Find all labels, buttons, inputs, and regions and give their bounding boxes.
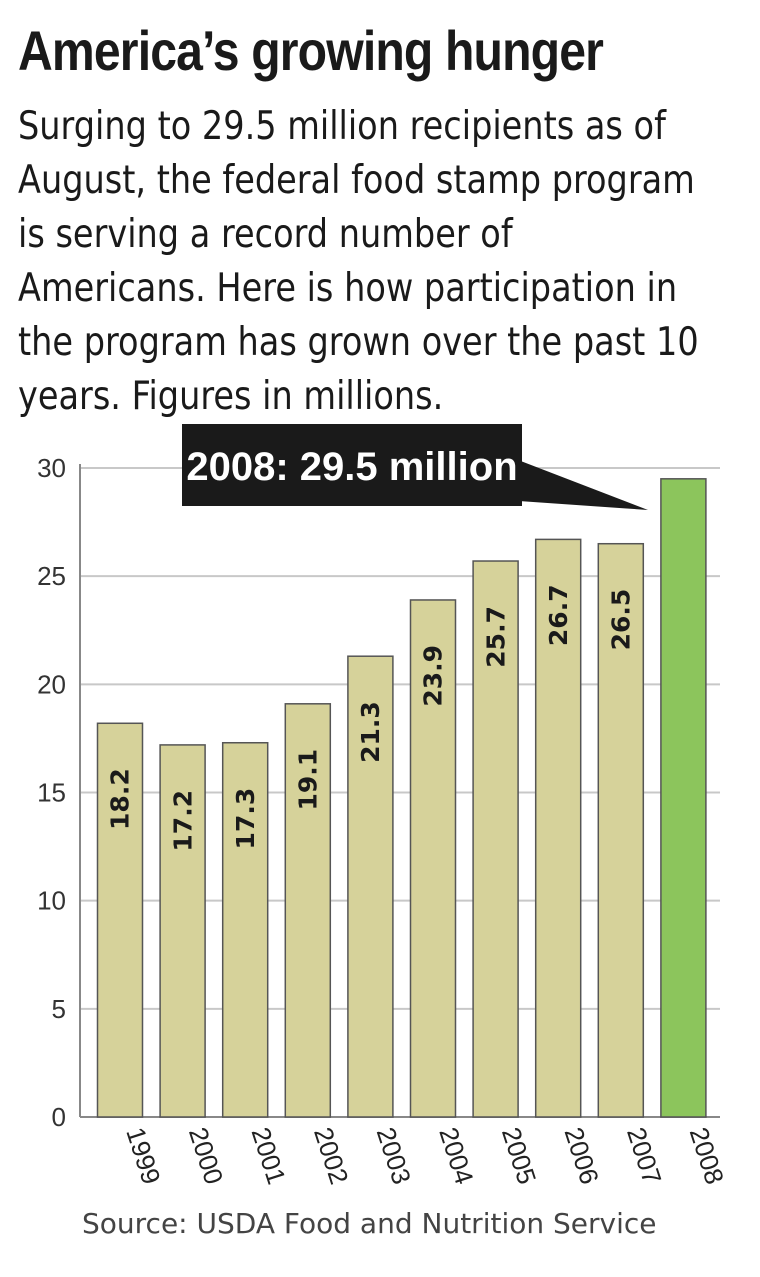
x-tick-label: 2004 (433, 1124, 479, 1188)
x-tick-label: 2001 (245, 1124, 291, 1188)
y-tick-label: 10 (37, 886, 66, 916)
bars: 18.2 17.2 17.3 19.1 21.3 23.9 25.7 26.7 26.5 (96, 478, 707, 1118)
data-label: 19.1 (294, 749, 323, 811)
chart-title: America’s growing hunger (18, 19, 604, 82)
data-label: 18.2 (106, 768, 135, 830)
data-label: 23.9 (419, 645, 448, 707)
data-label: 17.3 (231, 788, 260, 850)
data-label: 26.5 (607, 589, 636, 651)
y-tick-label: 25 (37, 561, 66, 591)
bar (347, 655, 394, 1118)
callout-text: 2008: 29.5 million (186, 445, 517, 489)
data-label: 17.2 (168, 790, 197, 852)
bar (534, 538, 582, 1118)
callout-box (182, 424, 522, 506)
x-axis-ticks: 1999 2000 2001 2002 2003 2004 2005 2006 2007 2008 (120, 1124, 730, 1188)
data-label: 26.7 (544, 584, 573, 646)
source-note: Source: USDA Food and Nutrition Service (82, 1207, 657, 1240)
x-tick-label: 2006 (558, 1124, 604, 1188)
bar (597, 542, 645, 1118)
bar (221, 741, 269, 1118)
y-tick-label: 20 (37, 669, 66, 699)
y-tick-label: 30 (37, 453, 66, 483)
x-tick-label: 2003 (371, 1124, 417, 1188)
x-tick-label: 2002 (308, 1124, 354, 1188)
data-label: 25.7 (481, 606, 510, 668)
y-tick-label: 15 (37, 778, 66, 808)
bar (284, 703, 332, 1118)
y-tick-label: 5 (52, 994, 66, 1024)
bar (159, 744, 206, 1118)
bar (409, 599, 457, 1118)
bar (96, 722, 144, 1118)
chart-subtitle: Surging to 29.5 million recipients as of… (18, 104, 699, 419)
x-tick-label: 2007 (621, 1124, 667, 1188)
x-tick-label: 2000 (183, 1124, 229, 1188)
y-axis-ticks: 0 5 10 15 20 25 30 (37, 453, 66, 1132)
bar (472, 560, 519, 1118)
bar-chart: 0 5 10 15 20 25 30 18.2 17.2 17.3 19.1 21.3 23.9 25.… (37, 424, 730, 1188)
x-tick-label: 2005 (496, 1124, 542, 1188)
annotation-callout: 2008: 29.5 million (182, 424, 648, 510)
bar (660, 478, 707, 1118)
y-tick-label: 0 (52, 1102, 66, 1132)
x-tick-label: 1999 (120, 1124, 166, 1188)
data-label: 21.3 (356, 701, 385, 763)
callout-pointer (505, 455, 648, 510)
x-tick-label: 2008 (684, 1124, 730, 1188)
